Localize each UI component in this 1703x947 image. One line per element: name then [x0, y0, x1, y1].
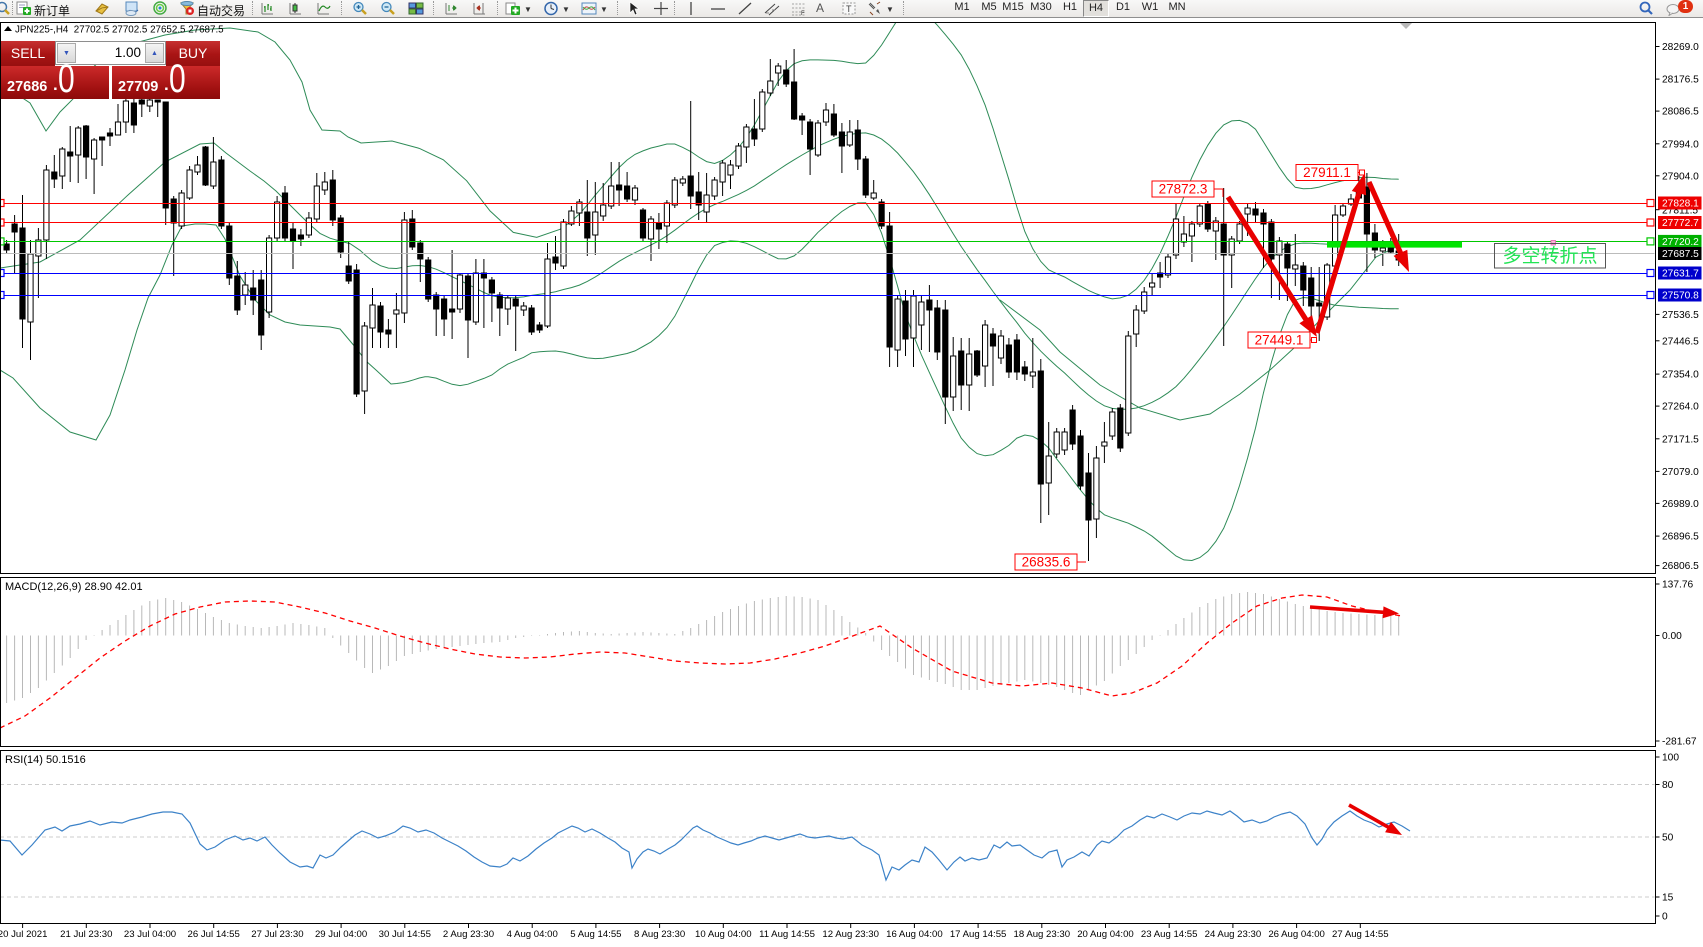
- svg-text:28176.5: 28176.5: [1662, 75, 1699, 86]
- svg-text:27 Aug 14:55: 27 Aug 14:55: [1332, 929, 1389, 940]
- svg-text:多空转折点: 多空转折点: [1502, 245, 1597, 267]
- svg-text:27631.7: 27631.7: [1662, 269, 1699, 280]
- svg-text:23 Jul 04:00: 23 Jul 04:00: [124, 929, 176, 940]
- svg-text:-281.67: -281.67: [1662, 737, 1697, 748]
- svg-text:27570.8: 27570.8: [1662, 291, 1699, 302]
- svg-text:8 Aug 23:30: 8 Aug 23:30: [634, 929, 685, 940]
- svg-text:27264.0: 27264.0: [1662, 402, 1699, 413]
- svg-text:27446.5: 27446.5: [1662, 336, 1699, 347]
- svg-text:17 Aug 14:55: 17 Aug 14:55: [950, 929, 1007, 940]
- svg-text:MACD(12,26,9) 28.90 42.01: MACD(12,26,9) 28.90 42.01: [5, 581, 143, 593]
- svg-text:T: T: [846, 4, 852, 14]
- svg-text:26 Aug 04:00: 26 Aug 04:00: [1268, 929, 1325, 940]
- svg-text:27828.1: 27828.1: [1662, 199, 1699, 210]
- svg-text:27536.5: 27536.5: [1662, 310, 1699, 321]
- svg-text:28086.5: 28086.5: [1662, 107, 1699, 118]
- svg-text:27449.1: 27449.1: [1255, 333, 1304, 348]
- svg-text:29 Jul 04:00: 29 Jul 04:00: [315, 929, 367, 940]
- svg-text:27354.0: 27354.0: [1662, 370, 1699, 381]
- svg-text:24 Aug 23:30: 24 Aug 23:30: [1205, 929, 1262, 940]
- svg-text:27911.1: 27911.1: [1303, 165, 1351, 180]
- svg-text:23 Aug 14:55: 23 Aug 14:55: [1141, 929, 1198, 940]
- svg-text:27872.3: 27872.3: [1159, 182, 1208, 197]
- svg-text:F: F: [801, 11, 805, 16]
- svg-text:26896.5: 26896.5: [1662, 532, 1699, 543]
- svg-text:27 Jul 23:30: 27 Jul 23:30: [251, 929, 303, 940]
- svg-text:27772.7: 27772.7: [1662, 218, 1699, 229]
- svg-text:12 Aug 23:30: 12 Aug 23:30: [822, 929, 879, 940]
- svg-text:20 Jul 2021: 20 Jul 2021: [0, 929, 47, 940]
- svg-text:27720.2: 27720.2: [1662, 237, 1699, 248]
- svg-text:16 Aug 04:00: 16 Aug 04:00: [886, 929, 943, 940]
- svg-text:28269.0: 28269.0: [1662, 42, 1699, 53]
- svg-text:0.00: 0.00: [1662, 631, 1682, 642]
- svg-text:15: 15: [1662, 893, 1674, 904]
- svg-text:11 Aug 14:55: 11 Aug 14:55: [759, 929, 815, 940]
- svg-text:26835.6: 26835.6: [1022, 555, 1071, 570]
- svg-text:30 Jul 14:55: 30 Jul 14:55: [379, 929, 431, 940]
- svg-text:27687.5: 27687.5: [1662, 249, 1699, 260]
- svg-text:21 Jul 23:30: 21 Jul 23:30: [60, 929, 112, 940]
- svg-text:27904.0: 27904.0: [1662, 171, 1699, 182]
- svg-text:100: 100: [1662, 753, 1679, 764]
- svg-text:JPN225-,H4 27702.5 27702.5 27: JPN225-,H4 27702.5 27702.5 27652.5 27687…: [15, 25, 224, 36]
- svg-text:27994.0: 27994.0: [1662, 139, 1699, 150]
- svg-text:27811.5: 27811.5: [1662, 205, 1698, 216]
- svg-text:5 Aug 14:55: 5 Aug 14:55: [570, 929, 621, 940]
- svg-text:20 Aug 04:00: 20 Aug 04:00: [1077, 929, 1134, 940]
- svg-text:50: 50: [1662, 833, 1674, 844]
- svg-text:27079.0: 27079.0: [1662, 467, 1699, 478]
- svg-text:137.76: 137.76: [1662, 580, 1693, 591]
- svg-text:26 Jul 14:55: 26 Jul 14:55: [188, 929, 240, 940]
- svg-text:18 Aug 23:30: 18 Aug 23:30: [1014, 929, 1071, 940]
- svg-text:0: 0: [1662, 912, 1668, 923]
- svg-text:26806.5: 26806.5: [1662, 561, 1699, 572]
- svg-text:26989.0: 26989.0: [1662, 499, 1699, 510]
- svg-text:10 Aug 04:00: 10 Aug 04:00: [695, 929, 752, 940]
- svg-text:4 Aug 04:00: 4 Aug 04:00: [507, 929, 558, 940]
- svg-text:27171.5: 27171.5: [1662, 434, 1699, 445]
- svg-text:RSI(14) 50.1516: RSI(14) 50.1516: [5, 754, 86, 766]
- svg-text:80: 80: [1662, 780, 1674, 791]
- svg-text:2 Aug 23:30: 2 Aug 23:30: [443, 929, 494, 940]
